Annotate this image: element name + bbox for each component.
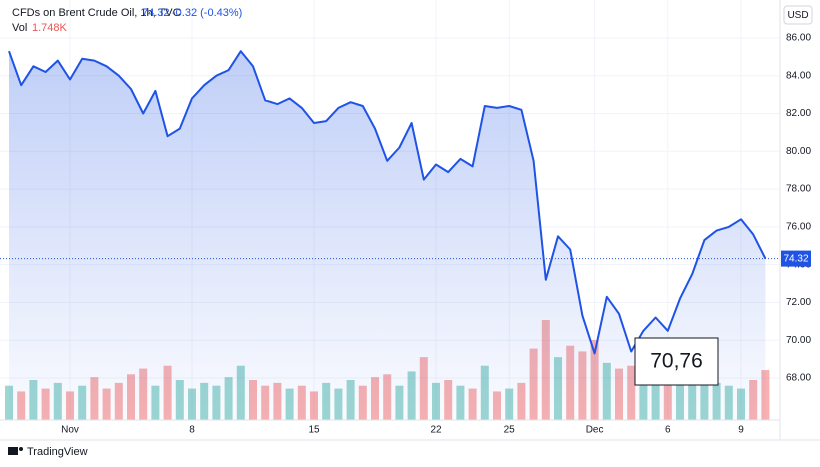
header-change: -0.32 (-0.43%) xyxy=(172,7,242,19)
y-tick-label: 70.00 xyxy=(786,335,811,346)
header-price: 74.32 xyxy=(142,7,170,19)
x-tick-label: 25 xyxy=(504,425,516,436)
brand-logo[interactable] xyxy=(8,447,23,455)
x-tick-label: 22 xyxy=(430,425,442,436)
volume-label: Vol xyxy=(12,22,27,34)
annotation-box xyxy=(634,337,719,386)
x-tick-label: Dec xyxy=(586,425,604,436)
header-title: CFDs on Brent Crude Oil, 1h, TVC xyxy=(12,7,181,19)
y-tick-label: 78.00 xyxy=(786,184,811,195)
last-price-box xyxy=(781,250,811,267)
annotation-text: 70,76 xyxy=(650,350,703,373)
x-tick-label: 15 xyxy=(308,425,320,436)
x-tick-label: 8 xyxy=(189,425,195,436)
area-fill xyxy=(9,51,766,420)
last-price-label: 74.32 xyxy=(783,254,808,265)
currency-label[interactable]: USD xyxy=(787,10,808,21)
y-tick-label: 86.00 xyxy=(786,33,811,44)
x-tick-label: 6 xyxy=(665,425,671,436)
logo-dot xyxy=(19,447,23,451)
y-tick-label: 72.00 xyxy=(786,297,811,308)
y-tick-label: 68.00 xyxy=(786,373,811,384)
y-tick-label: 82.00 xyxy=(786,108,811,119)
volume-value: 1.748K xyxy=(32,22,68,34)
y-tick-label: 80.00 xyxy=(786,146,811,157)
brand-name[interactable]: TradingView xyxy=(27,446,88,458)
currency-button[interactable] xyxy=(783,5,813,25)
y-tick-label: 84.00 xyxy=(786,70,811,81)
y-tick-label: 76.00 xyxy=(786,222,811,233)
x-tick-label: Nov xyxy=(61,425,79,436)
x-tick-label: 9 xyxy=(738,425,744,436)
logo-mark xyxy=(8,447,18,455)
